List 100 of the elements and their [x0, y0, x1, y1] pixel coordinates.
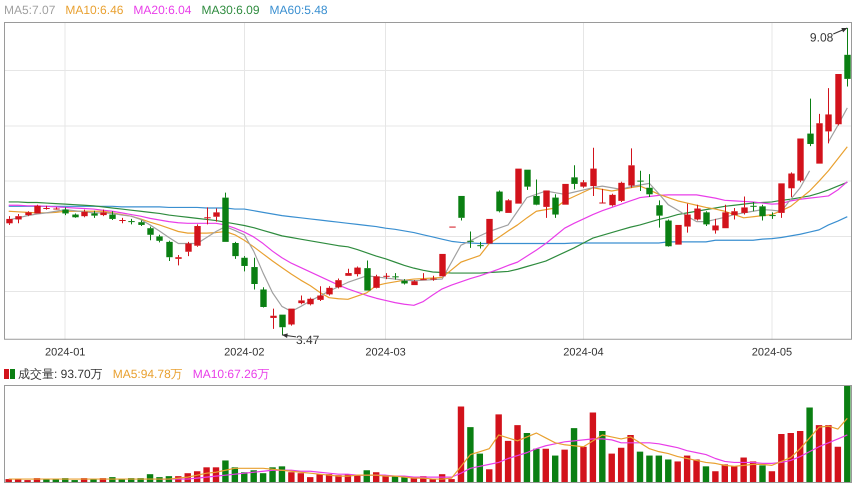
candlestick	[741, 196, 748, 216]
bar	[476, 454, 484, 483]
candlestick	[326, 286, 333, 296]
candlestick	[807, 98, 814, 147]
candlestick	[175, 254, 182, 266]
candlestick	[769, 212, 776, 220]
x-tick-label: 2024-02	[224, 346, 264, 358]
bar	[580, 446, 587, 483]
candlestick	[345, 268, 352, 276]
x-tick-label: 2024-05	[752, 346, 792, 358]
candlestick	[759, 204, 766, 222]
bar	[608, 454, 615, 483]
bar	[599, 431, 606, 483]
candlestick	[194, 224, 201, 248]
bar	[636, 452, 644, 483]
candlestick	[166, 240, 173, 262]
bar	[712, 471, 719, 483]
bar	[768, 471, 776, 483]
candlestick	[750, 201, 757, 212]
candlestick	[797, 138, 804, 183]
text: MA5:94.78万	[112, 366, 183, 382]
candlestick	[618, 181, 625, 202]
candlestick	[712, 218, 719, 234]
bar	[665, 459, 672, 483]
candlestick	[156, 234, 163, 243]
candlestick	[552, 194, 559, 218]
candlestick	[524, 170, 531, 190]
candlestick	[270, 308, 277, 330]
candlestick	[241, 256, 248, 272]
candlestick	[477, 241, 484, 249]
bar	[590, 412, 596, 483]
bar	[806, 408, 813, 483]
candlestick	[138, 220, 145, 227]
candlestick	[703, 210, 710, 227]
candlestick	[599, 188, 606, 204]
x-tick-label: 2024-04	[563, 346, 604, 358]
bar	[533, 448, 540, 483]
text: MA10:67.26万	[192, 366, 270, 382]
candlestick	[354, 266, 361, 277]
candlestick	[392, 272, 399, 280]
bar	[561, 450, 568, 483]
candlestick	[467, 230, 474, 248]
candlestick	[260, 286, 267, 307]
candlestick	[251, 257, 258, 290]
candlestick	[222, 192, 229, 242]
candlestick	[788, 172, 795, 198]
candlestick	[147, 226, 154, 241]
bar	[298, 473, 304, 483]
bar	[542, 448, 549, 483]
bar	[467, 427, 474, 483]
candlestick	[373, 274, 380, 288]
bar	[684, 456, 690, 483]
candlestick	[288, 308, 295, 326]
candlestick	[628, 148, 635, 188]
candlestick	[722, 204, 729, 228]
bar	[504, 440, 512, 483]
text: MA30:6.09	[201, 3, 260, 17]
legend-label: 成交量: 93.70万	[18, 366, 103, 382]
candlestick	[778, 183, 785, 218]
candlestick	[62, 206, 69, 216]
candlestick	[128, 218, 135, 225]
bar	[796, 431, 804, 483]
candlestick	[825, 88, 832, 144]
candlestick	[279, 314, 286, 336]
candlestick	[816, 113, 823, 164]
bar	[731, 466, 738, 483]
text: MA10:6.46	[65, 3, 124, 17]
text: MA20:6.04	[133, 3, 192, 17]
candlestick	[364, 260, 371, 291]
candlestick	[609, 193, 616, 207]
bar	[778, 434, 785, 483]
candlestick	[571, 164, 578, 190]
bar	[834, 446, 842, 483]
bar	[825, 425, 832, 483]
bar	[552, 456, 558, 483]
x-tick-label: 2024-01	[45, 346, 86, 358]
bar	[260, 473, 266, 483]
bar	[618, 448, 624, 483]
candlestick	[458, 196, 465, 222]
candlestick	[232, 241, 239, 260]
bar	[656, 456, 662, 483]
candlestick	[401, 278, 408, 286]
candlestick	[505, 198, 512, 213]
bar	[495, 414, 502, 483]
candlestick	[694, 204, 701, 222]
candlestick	[835, 74, 842, 126]
annotation: 9.08	[810, 30, 834, 44]
candlestick	[15, 213, 22, 224]
bar	[627, 434, 634, 483]
candlestick	[34, 204, 41, 214]
bar	[788, 433, 794, 483]
bar	[674, 461, 681, 483]
candlestick	[646, 174, 653, 198]
bar	[486, 469, 492, 483]
candlestick	[317, 286, 324, 302]
bar	[288, 472, 295, 483]
bar	[646, 456, 653, 483]
candlestick	[6, 216, 13, 226]
candlestick	[684, 203, 691, 234]
text: MA5:7.07	[4, 3, 56, 17]
